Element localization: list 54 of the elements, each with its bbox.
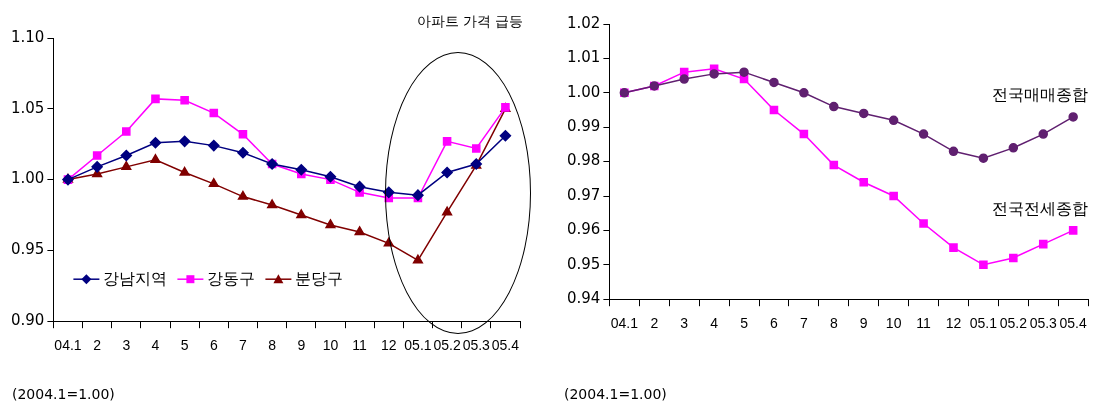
- x-tick-label: 3: [122, 337, 131, 354]
- y-tick-label: 0.95: [10, 240, 45, 259]
- x-tick-label: 05.2: [433, 337, 461, 354]
- text: (2004.1=1.00): [564, 385, 667, 402]
- y-tick-label: 1.02: [566, 13, 601, 32]
- x-tick-label: 11: [916, 315, 932, 332]
- y-tick-label: 1.05: [10, 98, 45, 117]
- legend-label: 분당구: [295, 269, 344, 289]
- x-tick-label: 05.3: [462, 337, 491, 354]
- y-tick-label: 0.95: [566, 254, 601, 273]
- x-tick-label: 04.1: [610, 315, 639, 332]
- x-tick-label: 8: [829, 315, 838, 332]
- x-tick-label: 12: [945, 315, 962, 332]
- x-tick-label: 4: [710, 315, 719, 332]
- y-tick-label: 0.94: [566, 289, 601, 308]
- series-label: 전국전세종합: [992, 198, 1089, 218]
- x-tick-label: 11: [352, 337, 368, 354]
- y-tick-label: 1.01: [566, 48, 601, 67]
- x-tick-label: 2: [650, 315, 659, 332]
- x-tick-label: 4: [151, 337, 160, 354]
- x-tick-label: 9: [297, 337, 306, 354]
- y-tick-label: 0.98: [566, 151, 601, 170]
- x-tick-label: 05.2: [999, 315, 1028, 332]
- x-tick-label: 6: [770, 315, 779, 332]
- x-tick-label: 05.3: [1029, 315, 1058, 332]
- x-tick-label: 05.1: [969, 315, 998, 332]
- y-tick-label: 1.00: [566, 82, 601, 101]
- y-tick-label: 0.90: [10, 311, 45, 330]
- x-tick-label: 05.4: [491, 337, 520, 354]
- x-tick-label: 6: [209, 337, 218, 354]
- x-tick-label: 12: [380, 337, 397, 354]
- y-tick-label: 0.99: [566, 117, 601, 136]
- x-tick-label: 10: [322, 337, 339, 354]
- text: (2004.1=1.00): [12, 385, 115, 402]
- x-tick-label: 10: [885, 315, 902, 332]
- x-tick-label: 05.4: [1059, 315, 1088, 332]
- y-tick-label: 0.97: [566, 185, 601, 204]
- y-tick-label: 1.00: [10, 169, 45, 188]
- x-tick-label: 05.1: [404, 337, 432, 354]
- x-tick-label: 04.1: [54, 337, 82, 354]
- x-tick-label: 5: [180, 337, 189, 354]
- x-tick-label: 9: [859, 315, 868, 332]
- x-tick-label: 8: [268, 337, 277, 354]
- x-tick-label: 7: [799, 315, 808, 332]
- x-tick-label: 3: [680, 315, 689, 332]
- x-tick-label: 2: [93, 337, 102, 354]
- legend-label: 강남지역: [103, 269, 168, 289]
- x-tick-label: 7: [239, 337, 248, 354]
- text: 아파트 가격 급등: [416, 12, 524, 29]
- series-label: 전국매매종합: [992, 85, 1089, 105]
- y-tick-label: 0.96: [566, 220, 601, 239]
- x-tick-label: 5: [740, 315, 749, 332]
- y-tick-label: 1.10: [10, 27, 45, 46]
- legend-label: 강동구: [207, 269, 256, 289]
